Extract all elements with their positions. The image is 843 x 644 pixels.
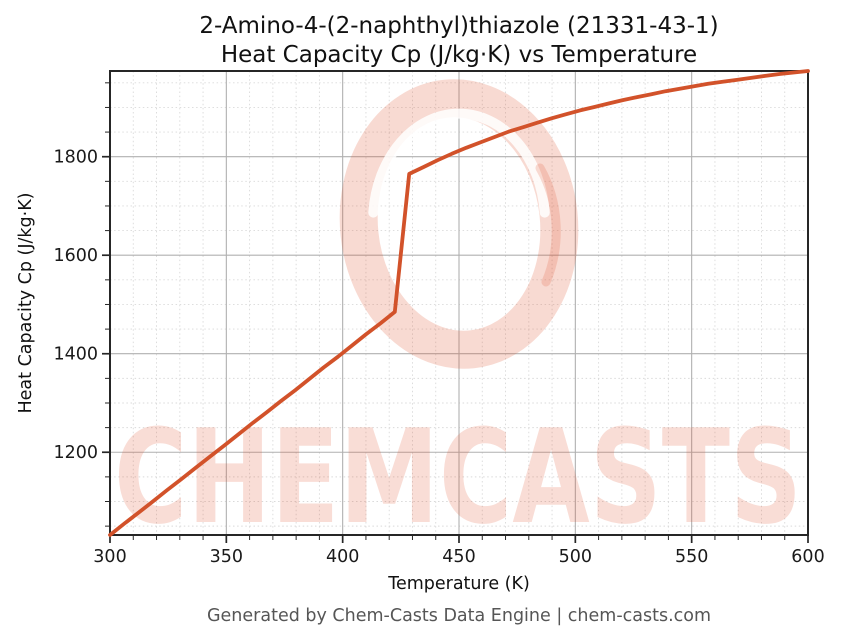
x-tick-label: 450 bbox=[442, 547, 475, 567]
y-tick-label: 1400 bbox=[53, 345, 98, 365]
y-tick-label: 1800 bbox=[53, 148, 98, 168]
y-tick-label: 1200 bbox=[53, 443, 98, 463]
footer-credit: Generated by Chem-Casts Data Engine | ch… bbox=[206, 606, 712, 626]
watermark-logo-icon bbox=[339, 79, 579, 369]
watermark: CHEMCASTS bbox=[114, 79, 802, 553]
chart-title-line2: Heat Capacity Cp (J/kg·K) vs Temperature bbox=[220, 41, 698, 68]
y-tick-label: 1600 bbox=[53, 246, 98, 266]
y-tick-labels: 1200 1400 1600 1800 bbox=[53, 148, 98, 464]
x-tick-label: 550 bbox=[675, 547, 708, 567]
x-tick-label: 600 bbox=[791, 547, 824, 567]
y-axis-label: Heat Capacity Cp (J/kg·K) bbox=[16, 192, 36, 414]
axis-ticks bbox=[102, 82, 809, 543]
x-tick-label: 400 bbox=[326, 547, 359, 567]
plot-border bbox=[109, 70, 809, 536]
major-gridlines bbox=[110, 71, 808, 535]
cp-vs-temperature-curve bbox=[108, 69, 810, 537]
x-tick-labels: 300 350 400 450 500 550 600 bbox=[93, 547, 824, 567]
x-tick-label: 350 bbox=[210, 547, 243, 567]
chart-title: 2-Amino-4-(2-naphthyl)thiazole (21331-43… bbox=[199, 12, 718, 69]
watermark-text: CHEMCASTS bbox=[114, 401, 802, 553]
x-axis-label: Temperature (K) bbox=[388, 574, 530, 594]
x-tick-label: 300 bbox=[93, 547, 126, 567]
chart-title-line1: 2-Amino-4-(2-naphthyl)thiazole (21331-43… bbox=[199, 13, 719, 39]
x-tick-label: 500 bbox=[559, 547, 592, 567]
